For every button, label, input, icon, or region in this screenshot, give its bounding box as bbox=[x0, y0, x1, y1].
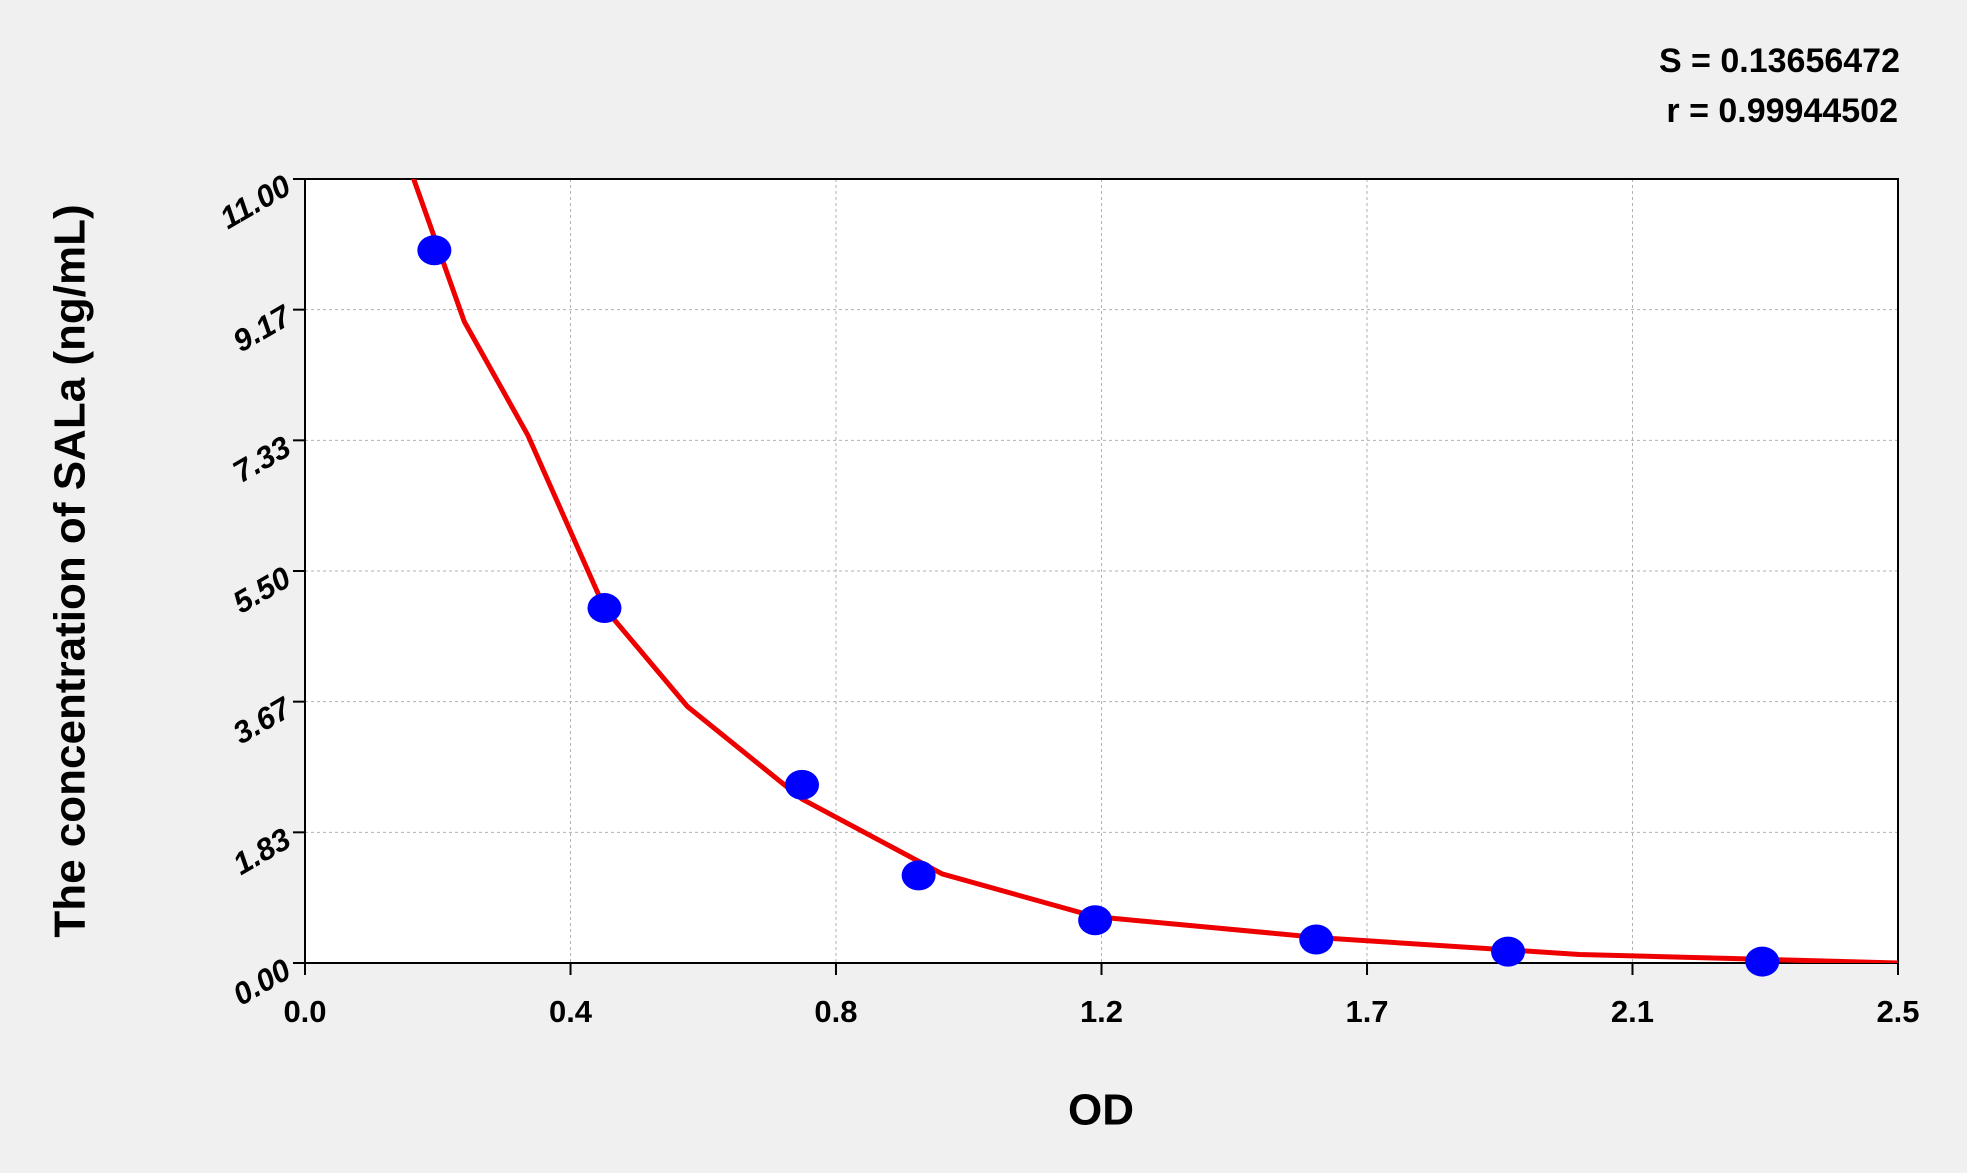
x-tick-label: 0.0 bbox=[283, 994, 326, 1029]
x-axis-title: OD bbox=[1068, 1086, 1134, 1135]
data-point bbox=[587, 593, 622, 624]
y-tick-label: 1.83 bbox=[227, 821, 297, 881]
x-tick-label: 0.8 bbox=[814, 994, 857, 1029]
x-tick-label: 1.7 bbox=[1345, 994, 1388, 1029]
x-tick-label: 2.1 bbox=[1611, 994, 1654, 1029]
data-point bbox=[1299, 924, 1334, 955]
data-point bbox=[785, 769, 820, 800]
y-tick-label: 9.17 bbox=[227, 298, 298, 359]
y-tick-label: 7.33 bbox=[227, 429, 297, 489]
data-point bbox=[1745, 946, 1780, 977]
x-tick-label: 0.4 bbox=[549, 994, 593, 1029]
y-tick-label: 11.00 bbox=[214, 168, 297, 236]
data-point bbox=[901, 860, 936, 891]
annotation: r = 0.99944502 bbox=[1666, 92, 1898, 130]
y-tick-label: 3.67 bbox=[227, 690, 298, 751]
data-point bbox=[417, 235, 452, 266]
x-tick-label: 2.5 bbox=[1876, 994, 1919, 1029]
data-point bbox=[1078, 905, 1113, 936]
x-tick-label: 1.2 bbox=[1080, 994, 1123, 1029]
data-point bbox=[1491, 936, 1526, 967]
annotation: S = 0.13656472 bbox=[1659, 42, 1900, 80]
y-tick-label: 5.50 bbox=[227, 560, 297, 620]
y-axis-title: The concentration of SALa (ng/mL) bbox=[46, 204, 95, 937]
